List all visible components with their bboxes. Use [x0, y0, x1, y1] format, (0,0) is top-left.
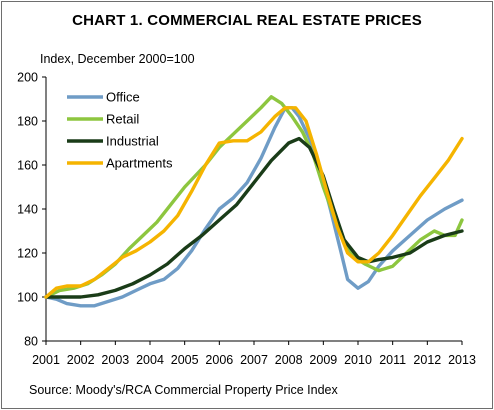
- x-tick-label: 2001: [32, 353, 60, 367]
- x-tick-label: 2010: [344, 353, 372, 367]
- chart-axes: 80 100 120 140 160 180 200 2001 2002 2003 2004 2005…: [17, 71, 476, 368]
- y-tick-label: 180: [17, 115, 38, 129]
- x-tick-label: 2009: [309, 353, 337, 367]
- y-tick-label: 140: [17, 203, 38, 217]
- x-tick-label: 2012: [413, 353, 441, 367]
- x-tick-label: 2011: [379, 353, 406, 367]
- y-tick-label: 80: [24, 335, 38, 349]
- x-tick-label: 2006: [205, 353, 233, 367]
- y-axis-label: Index, December 2000=100: [40, 52, 195, 66]
- x-tick-label: 2007: [240, 353, 268, 367]
- x-tick-label: 2008: [275, 353, 303, 367]
- source-note: Source: Moody's/RCA Commercial Property …: [29, 383, 338, 397]
- y-tick-label: 200: [17, 71, 38, 85]
- legend-label-industrial: Industrial: [106, 134, 159, 149]
- series-line-retail: [44, 95, 464, 299]
- y-tick-label: 120: [17, 247, 38, 261]
- x-tick-label: 2013: [448, 353, 476, 367]
- x-tick-label: 2004: [136, 353, 164, 367]
- x-tick-label: 2002: [67, 353, 95, 367]
- chart-series: [44, 95, 464, 308]
- y-tick-label: 160: [17, 159, 38, 173]
- series-line-industrial: [44, 136, 464, 299]
- legend-label-retail: Retail: [106, 112, 139, 127]
- series-line-office: [44, 106, 464, 308]
- chart-title: CHART 1. COMMERCIAL REAL ESTATE PRICES: [72, 12, 422, 29]
- legend-label-apartments: Apartments: [106, 156, 173, 171]
- series-line-apartments: [44, 106, 464, 299]
- x-tick-label: 2003: [101, 353, 129, 367]
- chart-legend: Office Retail Industrial Apartments: [67, 90, 173, 171]
- x-tick-label: 2005: [171, 353, 199, 367]
- legend-label-office: Office: [106, 90, 140, 105]
- y-tick-label: 100: [17, 291, 38, 305]
